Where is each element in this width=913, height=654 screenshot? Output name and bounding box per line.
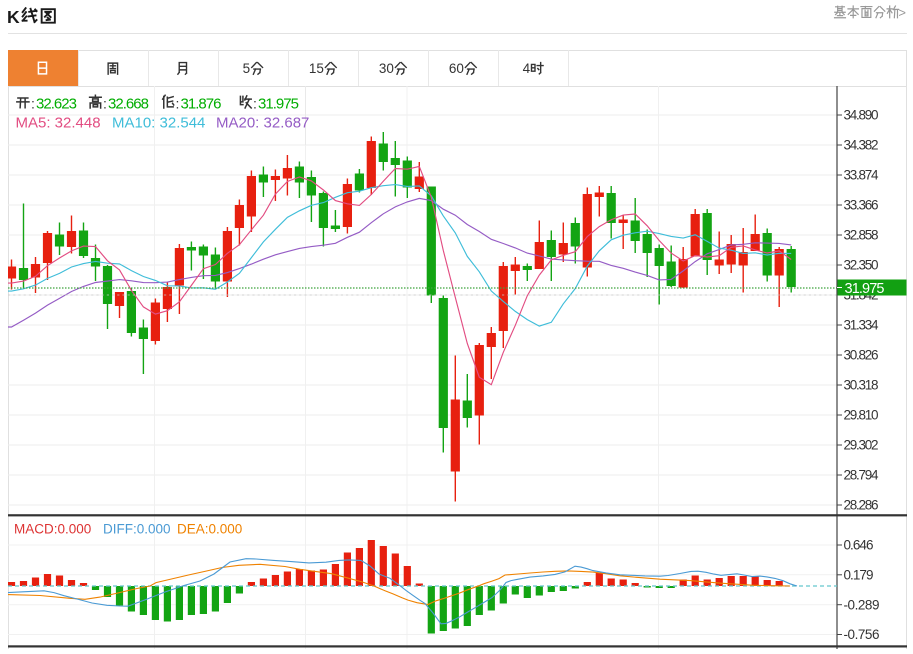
svg-text::: : — [253, 96, 257, 112]
svg-text:15: 15 — [309, 61, 324, 76]
svg-text:29.810: 29.810 — [844, 408, 879, 423]
svg-text:0.179: 0.179 — [844, 567, 874, 582]
svg-text:31.876: 31.876 — [181, 96, 222, 113]
svg-text:30: 30 — [379, 61, 394, 76]
svg-text:28.286: 28.286 — [844, 498, 879, 513]
svg-text:31.975: 31.975 — [845, 281, 885, 297]
svg-text:MA5: 32.448: MA5: 32.448 — [16, 115, 101, 132]
svg-text:DIFF:0.000: DIFF:0.000 — [103, 522, 171, 537]
svg-text:34.382: 34.382 — [844, 138, 879, 153]
svg-text:28.794: 28.794 — [844, 468, 879, 483]
svg-text:-0.289: -0.289 — [844, 597, 880, 612]
svg-text:MA10: 32.544: MA10: 32.544 — [112, 115, 205, 132]
svg-text:30.826: 30.826 — [844, 348, 879, 363]
svg-text:>: > — [898, 5, 906, 20]
svg-text::: : — [103, 96, 107, 112]
svg-text:MACD:0.000: MACD:0.000 — [14, 522, 91, 537]
svg-text:32.350: 32.350 — [844, 258, 879, 273]
svg-text:32.858: 32.858 — [844, 228, 879, 243]
svg-text::: : — [176, 96, 180, 112]
svg-text:34.890: 34.890 — [844, 108, 879, 123]
svg-text:K: K — [7, 7, 20, 27]
svg-text:31.975: 31.975 — [258, 96, 299, 113]
svg-text:0.646: 0.646 — [844, 538, 874, 553]
svg-text:30.318: 30.318 — [844, 378, 879, 393]
svg-text:31.334: 31.334 — [844, 318, 879, 333]
svg-text:33.874: 33.874 — [844, 168, 879, 183]
svg-text:-0.756: -0.756 — [844, 627, 880, 642]
svg-text:29.302: 29.302 — [844, 438, 879, 453]
svg-text:32.668: 32.668 — [108, 96, 149, 113]
svg-text:DEA:0.000: DEA:0.000 — [177, 522, 242, 537]
svg-text::: : — [31, 96, 35, 112]
svg-text:MA20: 32.687: MA20: 32.687 — [216, 115, 309, 132]
svg-text:60: 60 — [449, 61, 464, 76]
svg-text:33.366: 33.366 — [844, 198, 879, 213]
svg-text:32.623: 32.623 — [36, 96, 77, 113]
svg-text:4: 4 — [523, 61, 531, 76]
svg-text:5: 5 — [243, 61, 251, 76]
